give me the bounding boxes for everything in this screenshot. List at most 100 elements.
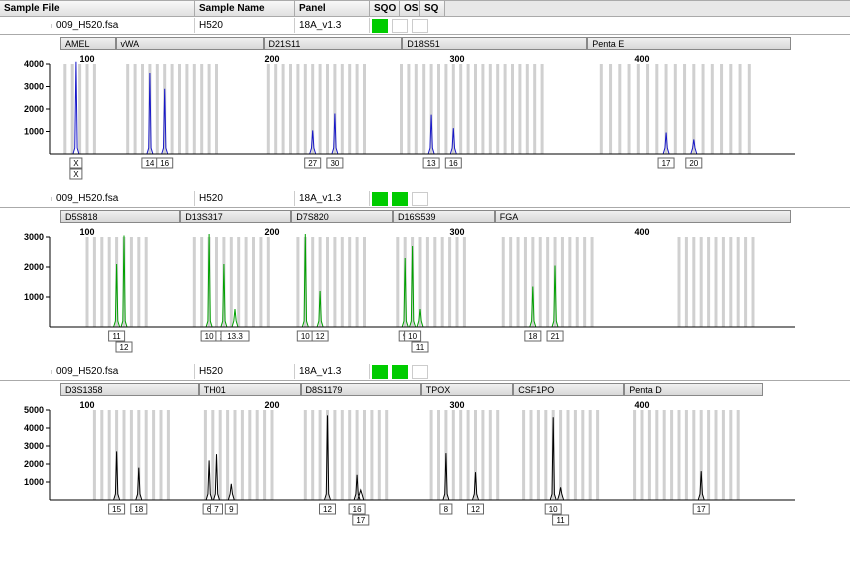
locus-label[interactable]: D13S317 bbox=[180, 210, 291, 223]
locus-label[interactable]: Penta E bbox=[587, 37, 791, 50]
sample-info-row[interactable]: 009_H520.fsa H520 18A_v1.3 bbox=[0, 17, 850, 35]
electropherogram-panel: 1002003004001000200030004000500015186791… bbox=[0, 398, 850, 536]
allele-ladder-bar bbox=[200, 237, 203, 327]
locus-label[interactable]: D7S820 bbox=[291, 210, 393, 223]
allele-ladder-bar bbox=[211, 410, 214, 500]
allele-ladder-bar bbox=[204, 410, 207, 500]
status-indicator-1 bbox=[372, 365, 388, 379]
col-sample-name[interactable]: Sample Name bbox=[195, 1, 295, 16]
allele-call-label: 12 bbox=[120, 343, 129, 352]
sample-name-cell: H520 bbox=[195, 18, 295, 33]
y-tick-label: 2000 bbox=[24, 262, 44, 272]
locus-label[interactable]: Penta D bbox=[624, 383, 763, 396]
allele-ladder-bar bbox=[400, 64, 403, 154]
allele-ladder-bar bbox=[456, 237, 459, 327]
allele-ladder-bar bbox=[561, 237, 564, 327]
allele-call-label: 12 bbox=[316, 332, 325, 341]
allele-call-label: 18 bbox=[528, 332, 537, 341]
allele-ladder-bar bbox=[100, 237, 103, 327]
x-tick-label: 300 bbox=[449, 227, 464, 237]
allele-ladder-bar bbox=[145, 410, 148, 500]
allele-ladder-bar bbox=[609, 64, 612, 154]
x-tick-label: 100 bbox=[79, 227, 94, 237]
allele-ladder-bar bbox=[448, 237, 451, 327]
locus-label[interactable]: CSF1PO bbox=[513, 383, 624, 396]
allele-ladder-bar bbox=[200, 64, 203, 154]
allele-call-label: 18 bbox=[134, 505, 143, 514]
allele-ladder-bar bbox=[245, 237, 248, 327]
col-sqo[interactable]: SQO bbox=[370, 1, 400, 16]
allele-ladder-bar bbox=[692, 410, 695, 500]
allele-ladder-bar bbox=[474, 64, 477, 154]
allele-ladder-bar bbox=[356, 237, 359, 327]
col-panel[interactable]: Panel bbox=[295, 1, 370, 16]
y-tick-label: 4000 bbox=[24, 423, 44, 433]
allele-ladder-bar bbox=[234, 410, 237, 500]
locus-label[interactable]: FGA bbox=[495, 210, 791, 223]
allele-ladder-bar bbox=[296, 64, 299, 154]
allele-call-label: 14 bbox=[145, 159, 154, 168]
allele-call-label: 8 bbox=[444, 505, 449, 514]
locus-label[interactable]: D5S818 bbox=[60, 210, 180, 223]
col-sq[interactable]: SQ bbox=[420, 1, 445, 16]
allele-call-label: 10 bbox=[301, 332, 310, 341]
locus-label[interactable]: D16S539 bbox=[393, 210, 495, 223]
allele-call-label: X bbox=[73, 170, 79, 179]
x-tick-label: 300 bbox=[449, 400, 464, 410]
allele-ladder-bar bbox=[145, 237, 148, 327]
allele-ladder-bar bbox=[341, 237, 344, 327]
allele-call-label: 21 bbox=[551, 332, 560, 341]
expand-toggle[interactable] bbox=[0, 370, 52, 374]
allele-ladder-bar bbox=[678, 237, 681, 327]
allele-call-label: 10 bbox=[205, 332, 214, 341]
allele-ladder-bar bbox=[215, 237, 218, 327]
col-os[interactable]: OS bbox=[400, 1, 420, 16]
allele-call-label: 17 bbox=[662, 159, 671, 168]
allele-ladder-bar bbox=[655, 64, 658, 154]
allele-ladder-bar bbox=[544, 410, 547, 500]
allele-ladder-bar bbox=[670, 410, 673, 500]
allele-ladder-bar bbox=[546, 237, 549, 327]
locus-label[interactable]: AMEL bbox=[60, 37, 116, 50]
allele-ladder-bar bbox=[739, 64, 742, 154]
allele-ladder-bar bbox=[463, 237, 466, 327]
sample-info-row[interactable]: 009_H520.fsa H520 18A_v1.3 bbox=[0, 190, 850, 208]
locus-label[interactable]: D3S1358 bbox=[60, 383, 199, 396]
allele-ladder-bar bbox=[574, 410, 577, 500]
locus-label[interactable]: TPOX bbox=[421, 383, 514, 396]
allele-ladder-bar bbox=[633, 410, 636, 500]
allele-call-label: 12 bbox=[323, 505, 332, 514]
allele-ladder-bar bbox=[729, 410, 732, 500]
allele-ladder-bar bbox=[655, 410, 658, 500]
allele-ladder-bar bbox=[363, 64, 366, 154]
allele-ladder-bar bbox=[674, 64, 677, 154]
y-tick-label: 1000 bbox=[24, 127, 44, 137]
sample-info-row[interactable]: 009_H520.fsa H520 18A_v1.3 bbox=[0, 363, 850, 381]
locus-label[interactable]: vWA bbox=[116, 37, 264, 50]
allele-ladder-bar bbox=[441, 237, 444, 327]
allele-ladder-bar bbox=[422, 64, 425, 154]
allele-ladder-bar bbox=[341, 410, 344, 500]
trace-line bbox=[50, 62, 790, 154]
allele-ladder-bar bbox=[178, 64, 181, 154]
sample-name-cell: H520 bbox=[195, 364, 295, 379]
allele-ladder-bar bbox=[193, 237, 196, 327]
allele-ladder-bar bbox=[263, 410, 266, 500]
locus-label[interactable]: D21S11 bbox=[264, 37, 403, 50]
allele-ladder-bar bbox=[729, 237, 732, 327]
expand-toggle[interactable] bbox=[0, 24, 52, 28]
allele-ladder-bar bbox=[241, 410, 244, 500]
allele-ladder-bar bbox=[685, 237, 688, 327]
x-tick-label: 400 bbox=[634, 400, 649, 410]
expand-toggle[interactable] bbox=[0, 197, 52, 201]
locus-label[interactable]: D18S51 bbox=[402, 37, 587, 50]
col-sample-file[interactable]: Sample File bbox=[0, 1, 195, 16]
allele-ladder-bar bbox=[526, 64, 529, 154]
locus-label[interactable]: TH01 bbox=[199, 383, 301, 396]
allele-ladder-bar bbox=[171, 64, 174, 154]
locus-label[interactable]: D8S1179 bbox=[301, 383, 421, 396]
y-tick-label: 2000 bbox=[24, 104, 44, 114]
allele-ladder-bar bbox=[678, 410, 681, 500]
allele-ladder-bar bbox=[126, 64, 129, 154]
sample-file-cell: 009_H520.fsa bbox=[52, 191, 195, 206]
